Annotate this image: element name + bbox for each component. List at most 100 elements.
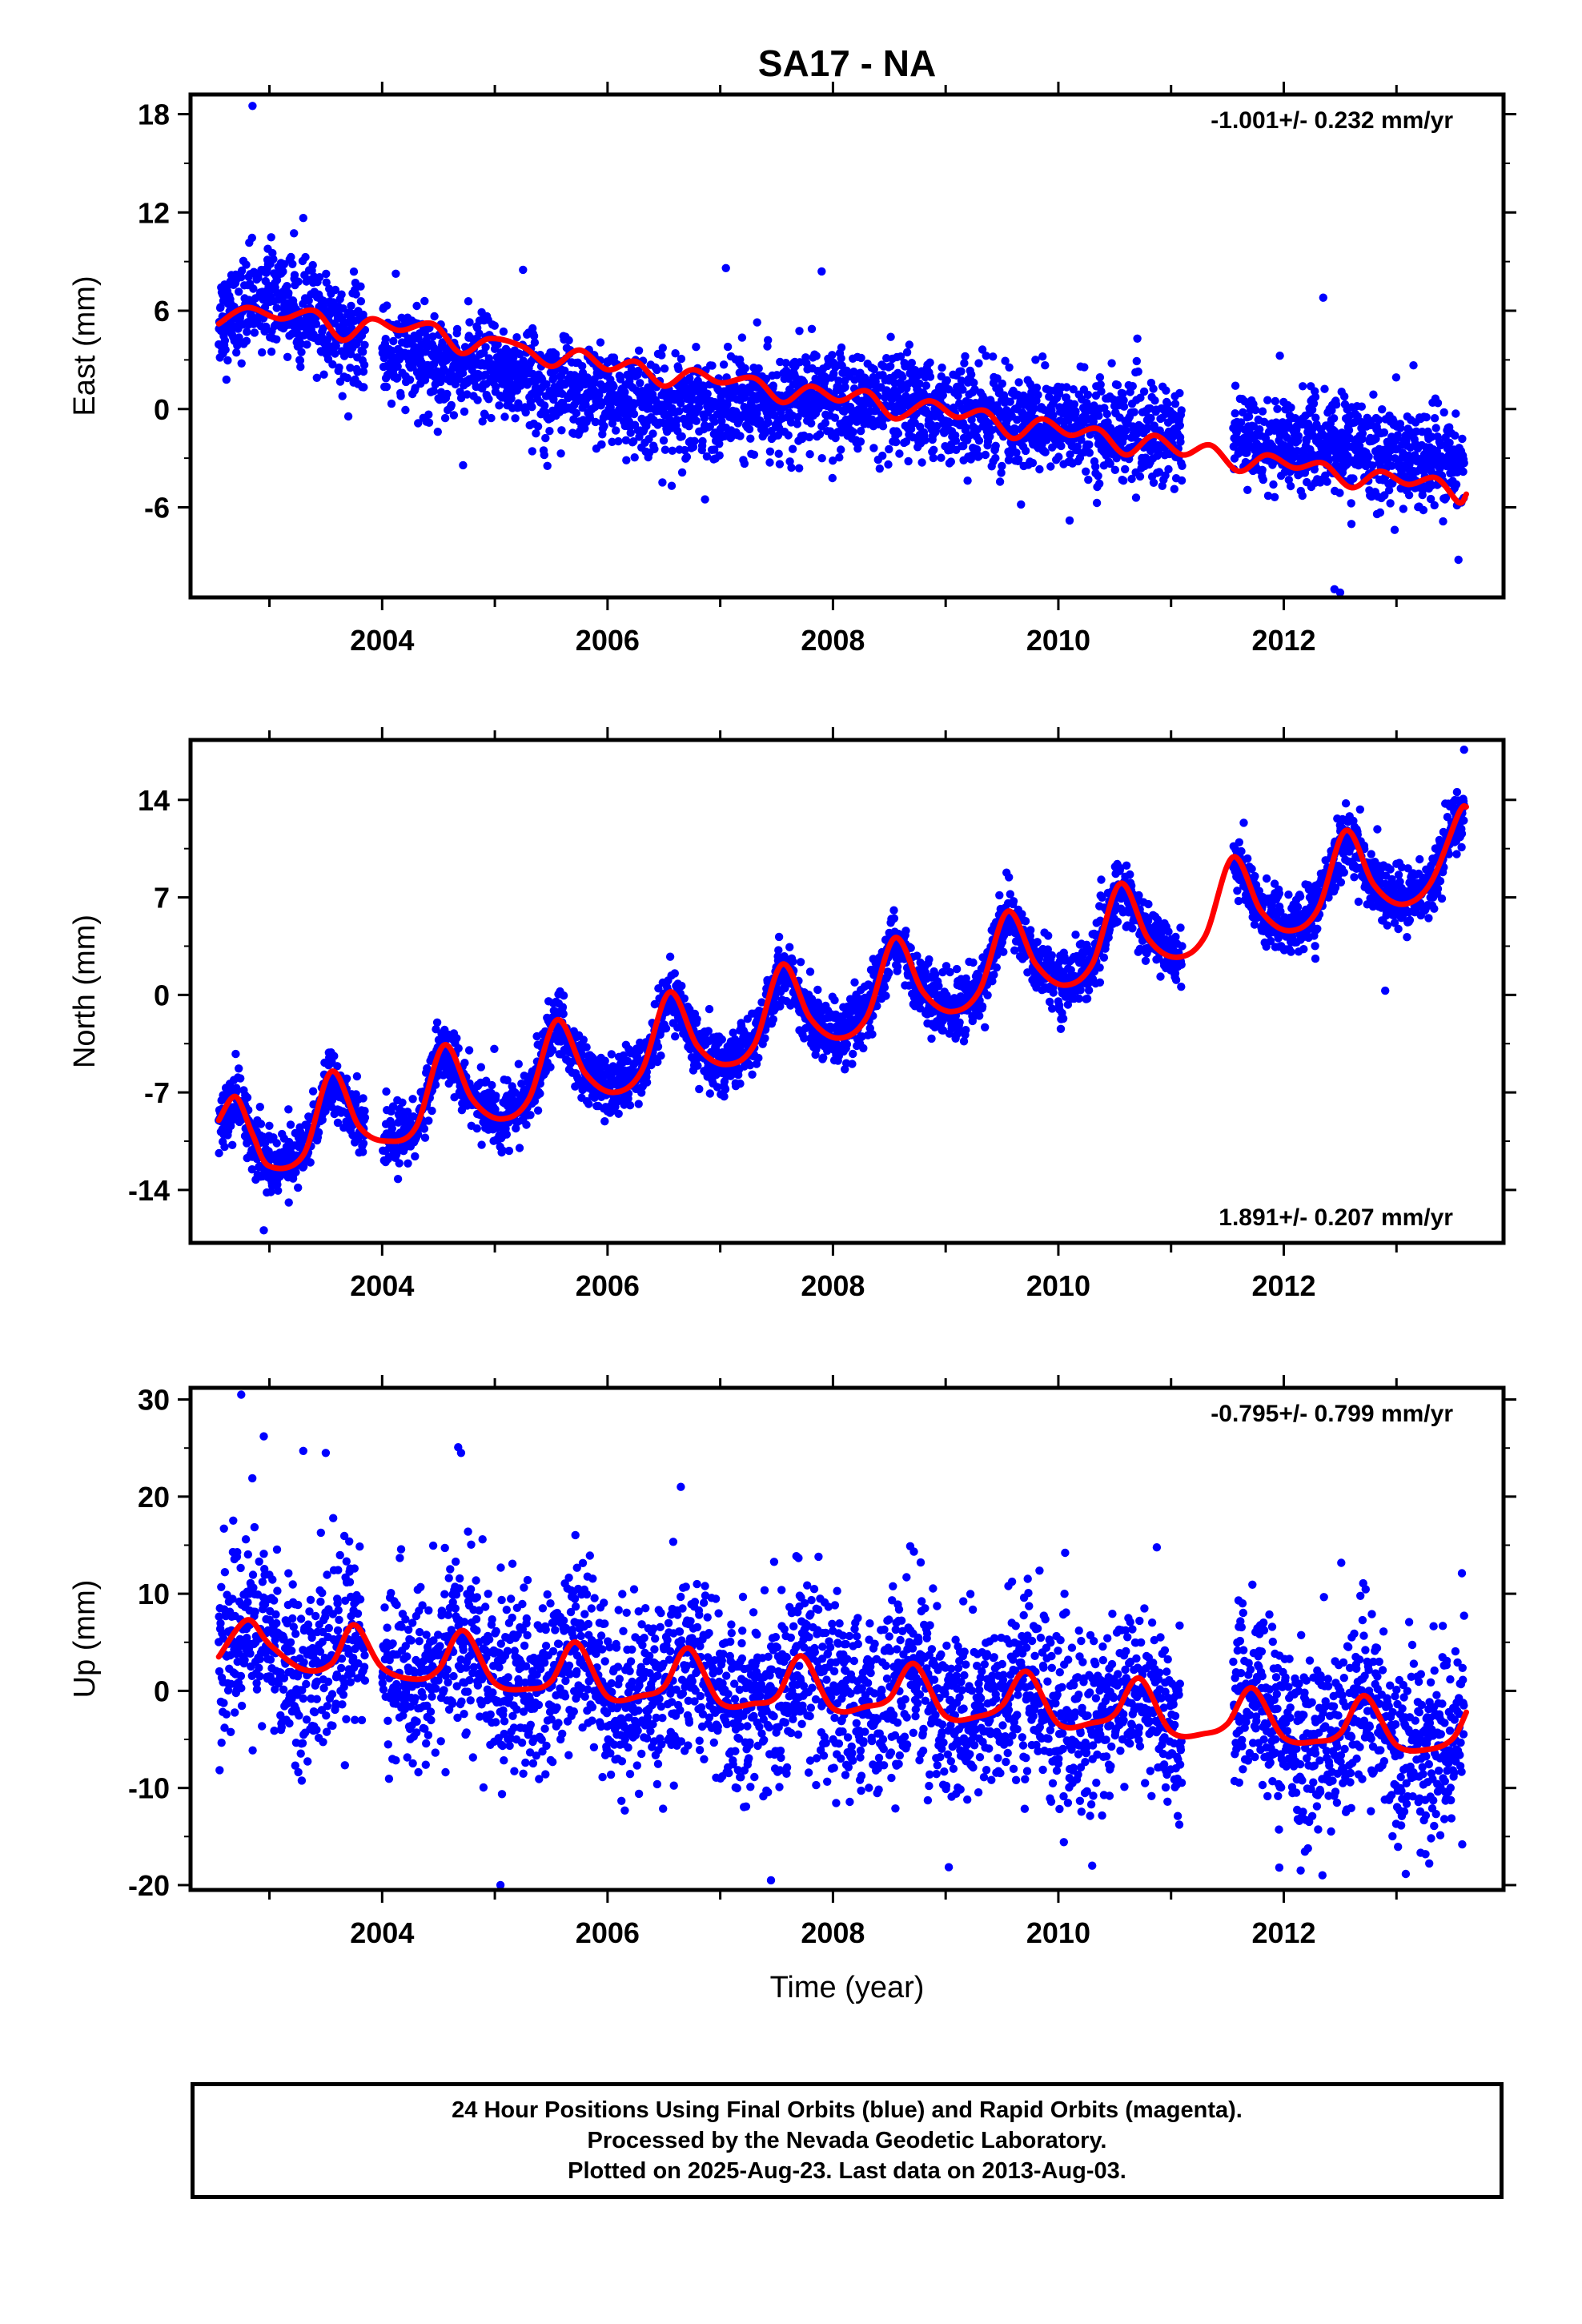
data-point [957,376,966,385]
data-point [1388,479,1397,488]
data-point [1017,500,1026,509]
data-point [549,373,559,382]
data-point [516,350,524,359]
data-point [414,419,423,428]
data-point [1094,472,1102,480]
data-point [1034,390,1042,400]
data-point [272,335,281,344]
data-point [1096,380,1105,389]
data-point [1368,461,1377,470]
data-point [627,365,636,374]
data-point [1409,361,1418,370]
data-point [1344,426,1354,435]
data-point [1404,491,1414,500]
data-point [1028,458,1038,468]
x-tick-label: 2008 [801,624,865,657]
data-point [290,271,299,279]
data-point [634,346,644,355]
data-point [1454,555,1463,565]
data-point [802,359,811,368]
data-point [869,364,879,374]
data-point [502,1130,511,1139]
data-point [389,336,398,346]
data-point [541,433,550,443]
data-point [600,1117,609,1126]
data-point [1132,356,1142,366]
data-point [1299,382,1307,391]
data-point [220,1142,229,1152]
data-point [393,362,402,371]
data-point [408,1095,417,1104]
data-point [1119,396,1128,405]
data-point [705,1089,714,1098]
data-point [673,416,681,424]
data-point [250,328,259,337]
data-point [556,449,565,458]
data-point [492,1092,500,1100]
data-point [926,358,934,367]
data-point [1430,501,1439,510]
data-point [273,1180,282,1189]
data-point [1287,403,1295,412]
data-point [1430,414,1439,423]
data-point [1041,448,1050,456]
data-point [500,412,509,421]
data-point [1364,452,1373,461]
data-point [904,456,913,466]
data-point [267,233,275,242]
data-point [1120,432,1129,441]
data-point [306,1158,315,1167]
data-point [1349,474,1358,483]
data-point [975,452,984,460]
data-point [812,352,821,360]
data-point [383,301,391,310]
data-point [1071,407,1080,416]
data-point [805,450,814,459]
data-point [331,285,340,295]
data-point [906,424,916,433]
data-point [907,359,917,368]
data-point [793,412,802,422]
data-point [1387,461,1396,470]
data-point [216,303,225,312]
data-point [653,1042,663,1051]
data-point [754,364,763,373]
data-point [1031,356,1040,364]
data-point [793,420,801,428]
data-point [764,418,773,427]
data-point [1130,408,1138,416]
model-fit-line [215,304,1469,506]
data-point [625,1101,635,1110]
data-point [1431,424,1440,432]
data-point [1092,498,1102,508]
data-point [795,464,804,472]
data-point [817,267,826,276]
data-point [1066,450,1074,459]
data-point [671,1032,680,1041]
data-point [542,380,551,388]
data-point [974,436,984,445]
data-point [773,371,781,380]
data-point [473,396,482,404]
data-point [247,233,256,243]
data-point [1418,428,1427,436]
data-point [1113,380,1122,390]
data-point [420,296,429,306]
data-point [546,1063,555,1072]
data-point [960,359,969,368]
data-point [1154,468,1164,476]
data-point [540,401,549,410]
data-point [1251,405,1260,415]
data-point [267,348,276,356]
data-point [993,374,1002,383]
data-point [670,969,679,978]
data-point [1161,471,1170,480]
data-point [921,436,930,444]
data-point [657,351,666,360]
data-point [1164,464,1173,474]
data-point [1170,400,1180,408]
data-point [356,297,366,306]
data-point [1012,448,1021,457]
data-point [512,333,521,342]
data-point [414,1130,423,1139]
